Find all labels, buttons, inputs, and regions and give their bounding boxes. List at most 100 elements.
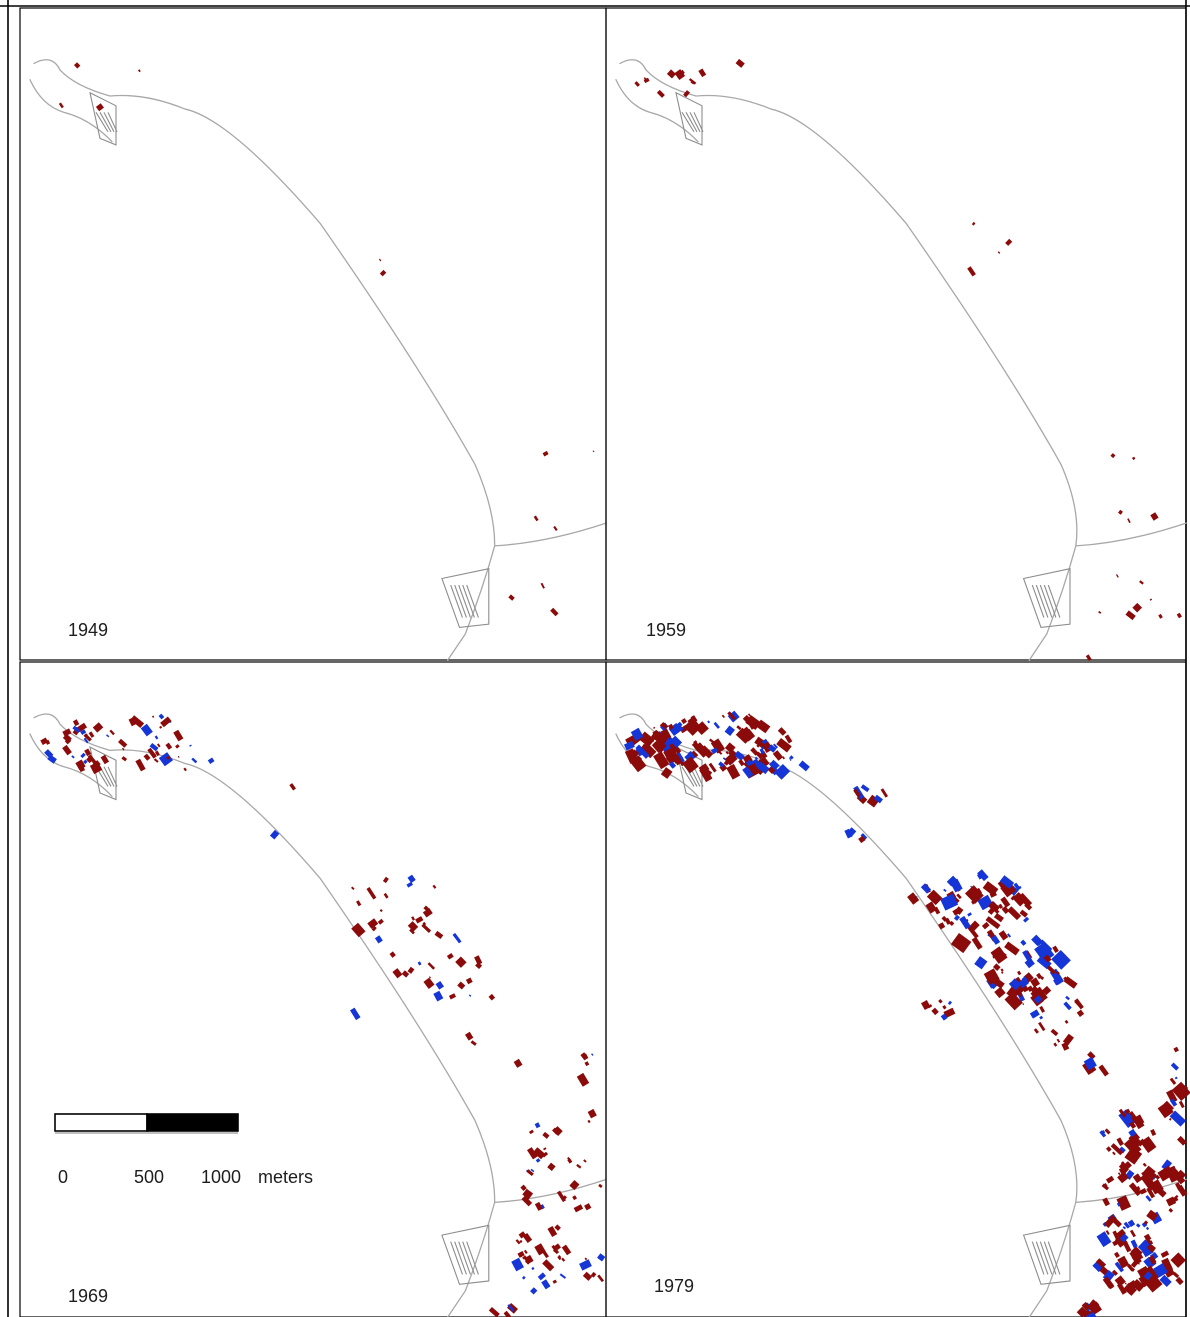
- coastline-south: [1028, 1201, 1077, 1317]
- building: [755, 719, 771, 734]
- building: [1088, 1301, 1102, 1316]
- building: [772, 750, 784, 761]
- building: [968, 920, 980, 933]
- building: [521, 1195, 533, 1207]
- harbour-pier: [1043, 584, 1057, 618]
- building: [377, 918, 384, 925]
- building: [135, 758, 146, 772]
- building: [756, 742, 762, 748]
- new-building: [991, 934, 1001, 945]
- panel-frame: [605, 661, 1187, 1317]
- building: [1130, 1260, 1138, 1268]
- new-building: [1116, 1202, 1121, 1207]
- building: [1105, 1175, 1115, 1184]
- building: [503, 1310, 514, 1317]
- building: [1148, 1255, 1157, 1265]
- building: [1171, 1081, 1190, 1102]
- new-building: [1021, 976, 1029, 984]
- building: [543, 1147, 547, 1151]
- building: [118, 738, 128, 748]
- map-panel-1959: 1959: [605, 7, 1187, 662]
- building: [663, 747, 677, 759]
- new-building: [668, 722, 682, 737]
- building: [1050, 1028, 1059, 1037]
- new-building: [1161, 1159, 1173, 1171]
- building: [1043, 954, 1052, 963]
- coastline-south: [447, 545, 496, 661]
- harbour-breakwater: [1022, 1224, 1071, 1285]
- building: [1087, 1051, 1096, 1060]
- building: [542, 1259, 555, 1272]
- building: [1001, 971, 1004, 974]
- harbour-pier: [1035, 1241, 1049, 1275]
- panel-geography: [615, 59, 1187, 661]
- building: [1136, 1185, 1141, 1191]
- building: [750, 747, 759, 756]
- scale-tick-500: 500: [134, 1167, 164, 1187]
- new-building: [1063, 1001, 1072, 1011]
- new-building: [774, 764, 791, 780]
- building: [672, 754, 683, 766]
- harbour-pier: [693, 766, 704, 787]
- building: [533, 515, 539, 522]
- building: [1036, 972, 1043, 980]
- building: [1124, 1108, 1131, 1115]
- building: [1085, 654, 1092, 662]
- building: [1116, 1137, 1124, 1147]
- scale-tick-0: 0: [58, 1167, 68, 1187]
- building: [378, 258, 382, 262]
- harbour-pier: [681, 766, 695, 787]
- building: [488, 993, 496, 1001]
- building: [726, 763, 741, 780]
- building: [40, 737, 49, 746]
- building: [880, 788, 889, 798]
- building: [998, 903, 1004, 909]
- building: [1132, 1173, 1143, 1184]
- harbour-pier: [99, 112, 112, 133]
- new-building: [1022, 950, 1033, 963]
- building: [925, 901, 937, 914]
- building: [1022, 1003, 1025, 1006]
- building: [422, 921, 427, 926]
- building: [1053, 1042, 1058, 1047]
- building: [109, 729, 115, 736]
- building: [943, 1007, 956, 1018]
- building: [583, 1159, 587, 1163]
- scale-tick-1000: 1000: [201, 1167, 241, 1187]
- building: [584, 1061, 590, 1067]
- year-label: 1949: [68, 620, 108, 640]
- building: [995, 949, 1007, 961]
- new-building: [1043, 959, 1049, 965]
- new-building: [406, 881, 414, 888]
- building: [680, 718, 687, 725]
- harbour-pier: [1043, 1241, 1057, 1275]
- building: [735, 727, 753, 744]
- new-building: [1170, 1062, 1179, 1071]
- building: [550, 607, 559, 617]
- new-building: [1174, 1076, 1178, 1080]
- harbour-breakwater: [441, 568, 490, 628]
- building: [1142, 1162, 1147, 1167]
- building: [175, 744, 180, 749]
- new-building: [189, 744, 192, 747]
- building-footprints: [623, 710, 1190, 1317]
- building: [160, 716, 172, 728]
- building: [528, 1129, 534, 1135]
- building: [121, 756, 128, 762]
- building: [534, 1201, 543, 1211]
- new-building: [713, 721, 720, 729]
- building: [1102, 1276, 1114, 1289]
- panel-frame: [605, 7, 1187, 661]
- building: [83, 733, 92, 742]
- building: [584, 1203, 592, 1211]
- new-building: [860, 784, 870, 793]
- building: [143, 753, 151, 761]
- building: [1074, 998, 1084, 1010]
- building: [1108, 1214, 1122, 1228]
- new-building: [535, 1158, 541, 1163]
- new-building: [169, 720, 172, 724]
- new-building: [1023, 916, 1030, 923]
- building: [1116, 1195, 1132, 1211]
- building: [690, 81, 695, 85]
- building: [88, 731, 95, 738]
